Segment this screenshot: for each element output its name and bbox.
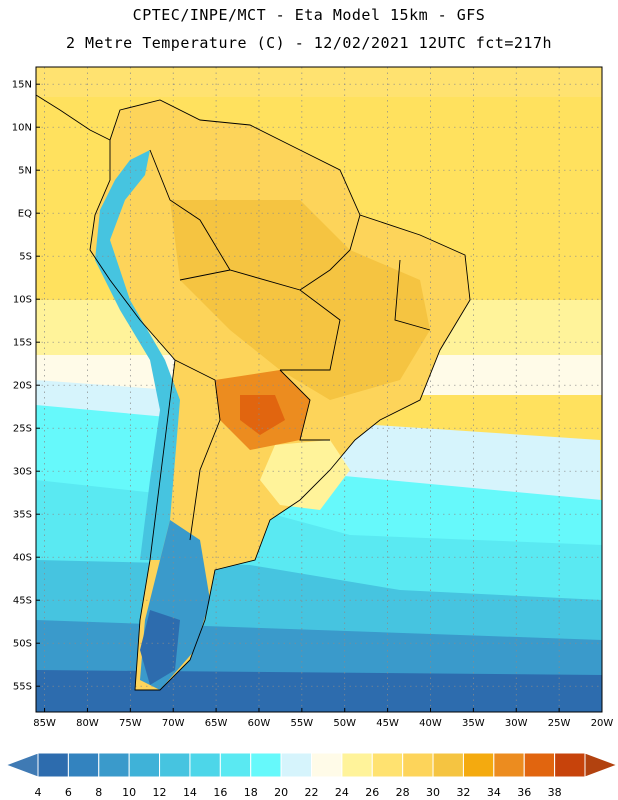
colorbar-low-arrow xyxy=(4,752,39,778)
colorbar-swatch xyxy=(523,752,556,778)
lon-label: 45W xyxy=(376,718,399,729)
lat-label: 40S xyxy=(13,553,32,564)
interior-warm-30 xyxy=(170,200,430,400)
colorbar-label: 32 xyxy=(456,786,470,799)
lat-label: 35S xyxy=(13,510,32,521)
lat-label: 30S xyxy=(13,467,32,478)
colorbar-label: 36 xyxy=(517,786,531,799)
lat-label: 20S xyxy=(13,381,32,392)
colorbar-label: 24 xyxy=(335,786,349,799)
map-title-line1: CPTEC/INPE/MCT - Eta Model 15km - GFS xyxy=(132,6,486,24)
andes-cold-strip xyxy=(95,150,180,560)
lon-label: 25W xyxy=(548,718,571,729)
lon-label: 85W xyxy=(33,718,56,729)
lat-label: 15N xyxy=(12,80,32,91)
lon-label: 70W xyxy=(162,718,185,729)
colorbar-label: 30 xyxy=(426,786,440,799)
colorbar-label: 16 xyxy=(213,786,227,799)
caribbean-warm-band xyxy=(36,67,602,97)
lat-label: 55S xyxy=(13,682,32,693)
lon-label: 30W xyxy=(505,718,528,729)
brazil-bolivia-border xyxy=(179,269,341,371)
ocean-band-6 xyxy=(36,670,602,712)
colorbar-swatch xyxy=(341,752,373,778)
colorbar-label: 6 xyxy=(65,786,72,799)
colorbar-swatch xyxy=(37,752,69,778)
colorbar-swatch xyxy=(98,752,130,778)
colorbar-swatch xyxy=(493,752,525,778)
colorbar-label: 26 xyxy=(365,786,379,799)
central-america-coast xyxy=(35,94,111,141)
paraguay-border xyxy=(279,369,330,441)
temperature-field xyxy=(36,67,602,712)
lat-label: 10S xyxy=(13,295,32,306)
lon-label: 60W xyxy=(248,718,271,729)
lon-label: 50W xyxy=(333,718,356,729)
lat-label: 15S xyxy=(13,338,32,349)
chaco-hotspot-36 xyxy=(240,395,285,435)
lon-label: 20W xyxy=(591,718,614,729)
argentina-chile-border xyxy=(174,359,221,541)
southern-andes-coldest xyxy=(140,610,180,685)
coastline xyxy=(89,99,471,691)
lat-label: 5N xyxy=(18,166,32,177)
lon-label: 40W xyxy=(419,718,442,729)
lat-label: EQ xyxy=(18,209,32,220)
colorbar-label: 28 xyxy=(396,786,410,799)
lon-label: 35W xyxy=(462,718,485,729)
lat-label: 5S xyxy=(19,252,32,263)
colorbar-swatch xyxy=(250,752,282,778)
colorbar-label: 14 xyxy=(183,786,197,799)
colorbar-label: 18 xyxy=(244,786,258,799)
brazil-state-line-north xyxy=(299,214,361,291)
brazil-state-line-east xyxy=(394,259,431,331)
colorbar-swatch xyxy=(128,752,161,778)
lon-label: 75W xyxy=(119,718,142,729)
uruguay-cooler-area xyxy=(260,440,350,510)
lat-label: 10N xyxy=(12,123,32,134)
lon-label: 55W xyxy=(291,718,314,729)
colombia-peru-border xyxy=(149,149,231,271)
lon-label: 80W xyxy=(76,718,99,729)
colorbar-swatch xyxy=(159,752,191,778)
colorbar-swatch xyxy=(280,752,313,778)
colorbar-label: 38 xyxy=(548,786,562,799)
colorbar-high-arrow xyxy=(584,752,618,778)
colorbar-label: 12 xyxy=(153,786,167,799)
latitude-labels: 15N 10N 5N EQ 5S 10S 15S 20S 25S 30S 35S 40S 45S 50S 5… xyxy=(12,80,40,693)
colorbar: 4 6 8 10 12 14 16 18 20 22 24 26 28 30 32 34 36 38 xyxy=(4,752,618,799)
colorbar-label: 8 xyxy=(95,786,102,799)
colorbar-swatch xyxy=(219,752,252,778)
colorbar-label: 10 xyxy=(122,786,136,799)
lat-label: 45S xyxy=(13,596,32,607)
colorbar-label: 22 xyxy=(305,786,319,799)
lon-label: 65W xyxy=(205,718,228,729)
colorbar-swatch xyxy=(67,752,100,778)
colorbar-swatch xyxy=(311,752,343,778)
colorbar-label: 34 xyxy=(487,786,501,799)
colorbar-swatch xyxy=(554,752,586,778)
colorbar-label: 4 xyxy=(35,786,42,799)
colorbar-swatch xyxy=(371,752,404,778)
lat-label: 25S xyxy=(13,424,32,435)
colorbar-swatch xyxy=(189,752,221,778)
plot-frame xyxy=(35,66,603,713)
colorbar-label: 20 xyxy=(274,786,288,799)
colorbar-swatch xyxy=(462,752,495,778)
lat-label: 50S xyxy=(13,639,32,650)
country-borders xyxy=(35,94,471,691)
gridlines xyxy=(36,67,603,712)
colorbar-swatch xyxy=(402,752,434,778)
map-title-line2: 2 Metre Temperature (C) - 12/02/2021 12U… xyxy=(65,34,553,52)
longitude-labels: 85W 80W 75W 70W 65W 60W 55W 50W 45W 40W 35W 30W 25W 2… xyxy=(33,708,613,729)
colorbar-swatch xyxy=(432,752,464,778)
